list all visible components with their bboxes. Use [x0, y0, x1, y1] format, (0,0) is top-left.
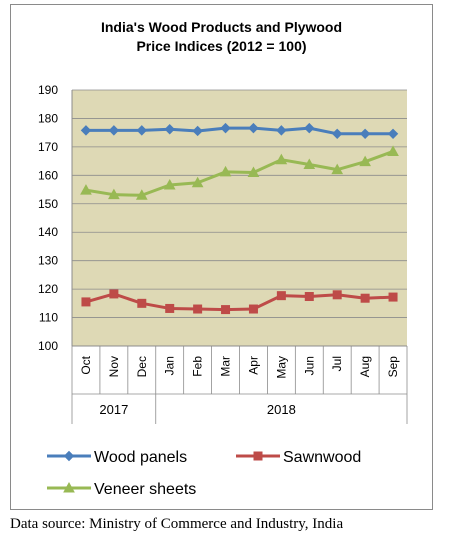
data-point — [331, 163, 344, 175]
data-point — [219, 165, 232, 177]
data-point — [387, 145, 399, 156]
data-point — [220, 122, 231, 134]
x-tick-label: Jan — [163, 356, 177, 375]
legend-entry: Veneer sheets — [47, 481, 196, 498]
series-sawnwood — [81, 289, 398, 315]
data-point — [137, 298, 147, 308]
x-tick-label: Mar — [219, 356, 233, 377]
data-point — [221, 305, 231, 315]
data-point — [191, 176, 204, 188]
chart-title: India's Wood Products and Plywood Price … — [100, 19, 343, 54]
series-line — [85, 292, 394, 312]
data-point — [387, 128, 399, 140]
data-point — [135, 189, 148, 200]
y-tick-label: 110 — [39, 311, 58, 325]
data-point — [80, 184, 92, 195]
year-label: 2018 — [267, 402, 296, 417]
source-note: Data source: Ministry of Commerce and In… — [10, 516, 344, 532]
data-point — [388, 292, 398, 302]
data-point — [332, 290, 342, 300]
x-tick-label: Nov — [107, 356, 121, 377]
data-point — [163, 178, 176, 190]
series-veneer-sheets — [80, 145, 399, 200]
data-point — [108, 188, 120, 200]
data-point — [164, 124, 175, 135]
y-tick-label: 140 — [38, 225, 58, 239]
data-point — [359, 128, 371, 140]
year-label: 2017 — [99, 402, 128, 417]
data-point — [136, 125, 147, 136]
data-point — [253, 451, 263, 461]
data-point — [165, 303, 175, 313]
y-tick-label: 100 — [38, 339, 58, 353]
data-point — [247, 166, 260, 177]
data-point — [248, 304, 258, 314]
x-tick-label: Apr — [246, 356, 260, 375]
data-point — [304, 122, 315, 134]
x-tick-label: Dec — [135, 356, 149, 377]
x-tick-label: Sep — [386, 356, 400, 378]
y-tick-label: 150 — [38, 197, 58, 211]
legend-label: Sawnwood — [283, 449, 361, 466]
data-point — [80, 125, 92, 136]
series-wood-panels — [80, 122, 399, 140]
series-layer — [80, 122, 399, 315]
x-tick-label: Oct — [79, 355, 93, 374]
y-tick-label: 190 — [38, 83, 58, 97]
legend: Wood panels Sawnwood Veneer sheets — [47, 449, 361, 498]
data-point — [275, 153, 288, 165]
data-point — [304, 292, 314, 302]
data-point — [332, 128, 343, 140]
data-point — [248, 122, 259, 134]
series-line — [85, 150, 394, 197]
data-point — [63, 450, 75, 462]
x-tick-label: Aug — [358, 356, 372, 377]
data-point — [193, 304, 203, 314]
y-tick-label: 120 — [38, 282, 58, 296]
data-point — [359, 155, 371, 167]
data-point — [360, 293, 370, 303]
data-point — [192, 125, 203, 137]
data-point — [63, 481, 75, 493]
y-tick-label: 130 — [38, 254, 58, 268]
y-tick-label: 160 — [38, 168, 58, 182]
legend-entry: Sawnwood — [236, 449, 361, 466]
y-tick-label: 180 — [38, 111, 58, 125]
y-tick-label: 170 — [38, 140, 58, 154]
data-point — [303, 158, 316, 170]
data-point — [276, 291, 286, 301]
data-point — [276, 125, 287, 136]
legend-label: Veneer sheets — [94, 481, 196, 498]
x-tick-label: Feb — [191, 356, 205, 377]
axes: 100 110 120 130 140 150 160 170 180 190 Oct Nov Dec J… — [38, 83, 408, 424]
x-tick-label: Jul — [330, 356, 344, 371]
legend-label: Wood panels — [94, 449, 187, 466]
x-tick-label: Jun — [302, 356, 316, 375]
legend-entry: Wood panels — [47, 449, 187, 466]
data-point — [108, 125, 120, 136]
x-tick-label: May — [274, 356, 288, 379]
data-point — [109, 289, 119, 299]
data-point — [81, 297, 91, 307]
